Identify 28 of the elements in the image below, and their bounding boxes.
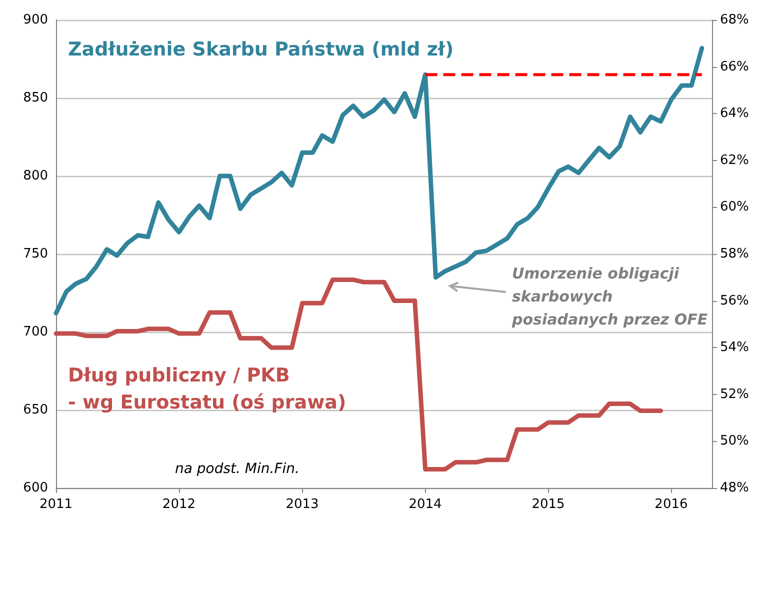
y2-tick-label: 58% xyxy=(720,246,749,262)
x-tick-label: 2013 xyxy=(286,497,319,512)
y2-tick-label: 56% xyxy=(720,293,749,308)
y2-tick-label: 68% xyxy=(720,12,749,28)
x-tick-label: 2012 xyxy=(162,497,196,512)
y-tick-label: 800 xyxy=(23,168,48,184)
y-tick-label: 700 xyxy=(23,324,48,340)
y-tick-label: 600 xyxy=(23,480,48,496)
y2-tick-label: 64% xyxy=(720,106,749,122)
y2-tick-label: 54% xyxy=(720,340,749,356)
x-tick-label: 2016 xyxy=(654,497,688,512)
y2-tick-label: 50% xyxy=(720,434,749,449)
x-tick-label: 2014 xyxy=(408,497,442,512)
y2-tick-label: 60% xyxy=(720,200,749,215)
series-label: Dług publiczny / PKB - wg Eurostatu (oś prawa) xyxy=(68,364,346,414)
x-tick-label: 2015 xyxy=(532,497,565,512)
annotation: Umorzenie obligacji skarbowych posiadanych przez OFE xyxy=(511,264,708,328)
y2-tick-label: 66% xyxy=(720,59,749,74)
series-label: Zadłużenie Skarbu Państwa (mld zł) xyxy=(68,38,454,60)
y2-tick-label: 52% xyxy=(720,386,749,402)
x-tick-label: 2011 xyxy=(39,497,73,512)
y2-tick-label: 48% xyxy=(720,480,749,496)
y-tick-label: 750 xyxy=(23,246,48,262)
y-tick-label: 850 xyxy=(23,90,48,106)
y-tick-label: 900 xyxy=(23,12,48,28)
y-tick-label: 650 xyxy=(23,402,48,418)
y2-tick-label: 62% xyxy=(720,152,749,168)
annotation: na podst. Min.Fin. xyxy=(175,461,300,477)
